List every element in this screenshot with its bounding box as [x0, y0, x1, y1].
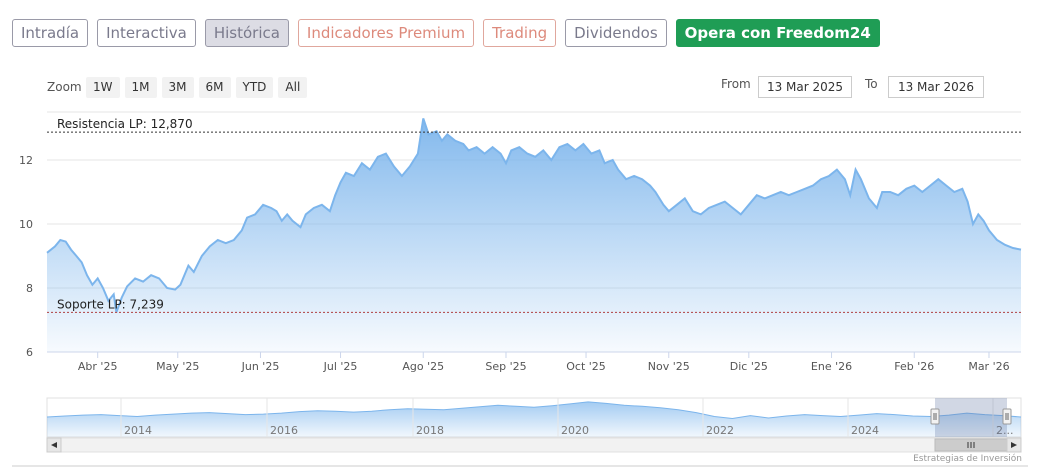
- x-tick-label: Dic '25: [730, 360, 768, 373]
- tab-dividendos[interactable]: Dividendos: [565, 19, 667, 47]
- credit-text: Estrategias de Inversión: [913, 454, 1022, 464]
- price-area-fill: [47, 118, 1021, 353]
- zoom-ytd-button[interactable]: YTD: [235, 77, 274, 98]
- price-line: [46, 118, 1022, 313]
- navigator-handle-right[interactable]: [1002, 408, 1012, 425]
- to-date-input[interactable]: 13 Mar 2026: [888, 76, 984, 98]
- scroll-right-icon: [1011, 442, 1017, 448]
- x-tick-label: Mar '26: [968, 360, 1009, 373]
- support-label: Soporte LP: 7,239: [57, 297, 164, 311]
- navigator-handle-left[interactable]: [930, 408, 940, 425]
- tab-historica[interactable]: Histórica: [204, 19, 289, 47]
- zoom-all-button[interactable]: All: [278, 77, 308, 98]
- x-tick-label: Ago '25: [402, 360, 444, 373]
- navigator-area: [47, 401, 1021, 437]
- zoom-label: Zoom: [47, 80, 82, 94]
- navigator-year-label: 2024: [851, 424, 879, 437]
- tab-intradia[interactable]: Intradía: [12, 19, 89, 47]
- zoom-6m-button[interactable]: 6M: [198, 77, 231, 98]
- navigator-year-label: 2016: [270, 424, 298, 437]
- scroll-left-icon: [51, 442, 57, 448]
- x-tick-label: Sep '25: [485, 360, 526, 373]
- y-tick-label: 8: [26, 282, 33, 295]
- navigator-selection: [935, 398, 1007, 437]
- tab-indicadores-premium[interactable]: Indicadores Premium: [297, 19, 475, 47]
- scrollbar-track: [46, 437, 1022, 453]
- y-tick-label: 10: [19, 218, 33, 231]
- y-tick-label: 12: [19, 154, 33, 167]
- zoom-1m-button[interactable]: 1M: [124, 77, 157, 98]
- navigator-year-label: 2020: [561, 424, 589, 437]
- zoom-1w-button[interactable]: 1W: [86, 77, 120, 98]
- opera-freedom24-button[interactable]: Opera con Freedom24: [675, 19, 880, 47]
- x-tick-label: Feb '26: [894, 360, 934, 373]
- x-tick-label: Jun '25: [241, 360, 280, 373]
- zoom-buttons: 1W 1M 3M 6M YTD All: [86, 77, 308, 98]
- x-tick-label: Nov '25: [648, 360, 690, 373]
- navigator-year-label: 2018: [416, 424, 444, 437]
- chart-type-tabs: Intradía Interactiva Histórica Indicador…: [12, 19, 880, 47]
- x-tick-label: May '25: [156, 360, 199, 373]
- navigator-year-label: 2014: [124, 424, 152, 437]
- navigator-year-label: 2022: [706, 424, 734, 437]
- from-date-input[interactable]: 13 Mar 2025: [758, 76, 852, 98]
- from-label: From: [721, 77, 751, 91]
- y-tick-label: 6: [26, 346, 33, 359]
- x-tick-label: Abr '25: [78, 360, 118, 373]
- to-label: To: [865, 77, 878, 91]
- x-tick-label: Jul '25: [323, 360, 358, 373]
- tab-interactiva[interactable]: Interactiva: [97, 19, 196, 47]
- zoom-3m-button[interactable]: 3M: [161, 77, 194, 98]
- x-tick-label: Ene '26: [811, 360, 852, 373]
- tab-trading[interactable]: Trading: [483, 19, 557, 47]
- navigator-year-label: 2...: [996, 424, 1014, 437]
- resistance-label: Resistencia LP: 12,870: [57, 117, 193, 131]
- x-tick-label: Oct '25: [566, 360, 606, 373]
- navigator-line: [46, 401, 1022, 420]
